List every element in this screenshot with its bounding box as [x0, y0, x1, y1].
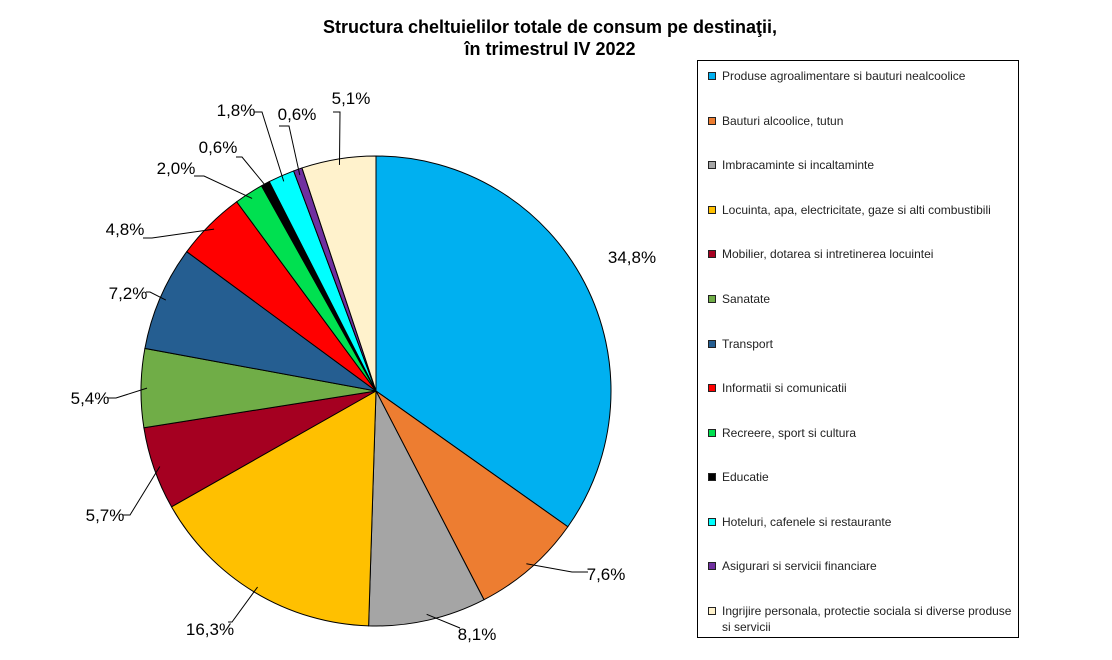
leader-line-8	[143, 228, 215, 239]
data-label-8: 4,8%	[106, 220, 145, 239]
pie-slice-3	[368, 389, 485, 627]
leader-line-6	[108, 387, 148, 399]
data-label-9: 2,0%	[157, 159, 196, 178]
data-label-4: 16,3%	[186, 620, 234, 639]
leader-line-2	[526, 563, 588, 573]
legend-item-6: Sanatate	[708, 291, 1014, 307]
legend: Produse agroalimentare si bauturi nealco…	[697, 60, 1019, 638]
legend-item-13: Ingrijire personala, protectie sociala s…	[708, 603, 1014, 635]
legend-swatch-9	[708, 429, 716, 437]
data-label-1: 34,8%	[608, 248, 656, 267]
legend-item-4: Locuinta, apa, electricitate, gaze si al…	[708, 202, 1014, 218]
pie-slice-13	[301, 155, 377, 392]
legend-label-1: Produse agroalimentare si bauturi nealco…	[722, 69, 966, 83]
pie-chart: 34,8%7,6%8,1%16,3%5,7%5,4%7,2%4,8%2,0%0,…	[71, 89, 656, 644]
legend-label-3: Imbracaminte si incaltaminte	[722, 158, 875, 172]
legend-swatch-11	[708, 518, 716, 526]
legend-swatch-7	[708, 340, 716, 348]
leader-line-12	[279, 125, 301, 176]
data-label-12: 0,6%	[278, 105, 317, 124]
leader-line-11	[254, 111, 285, 182]
legend-swatch-4	[708, 206, 716, 214]
leader-line-4	[228, 586, 258, 623]
legend-label-7: Transport	[722, 337, 773, 351]
data-label-7: 7,2%	[109, 284, 148, 303]
legend-label-4: Locuinta, apa, electricitate, gaze si al…	[722, 203, 991, 217]
leader-line-5	[123, 466, 161, 516]
data-label-10: 0,6%	[199, 138, 238, 157]
legend-swatch-6	[708, 295, 716, 303]
legend-item-8: Informatii si comunicatii	[708, 380, 1014, 396]
legend-swatch-1	[708, 72, 716, 80]
legend-item-9: Recreere, sport si cultura	[708, 425, 1014, 441]
leader-line-9	[194, 175, 253, 199]
legend-item-12: Asigurari si servicii financiare	[708, 558, 1014, 574]
pie-slice-1	[375, 155, 612, 528]
legend-swatch-12	[708, 562, 716, 570]
pie-slice-4	[170, 390, 377, 627]
legend-item-3: Imbracaminte si incaltaminte	[708, 157, 1014, 173]
legend-swatch-3	[708, 161, 716, 169]
leader-line-10	[236, 156, 269, 190]
legend-item-11: Hoteluri, cafenele si restaurante	[708, 514, 1014, 530]
legend-item-5: Mobilier, dotarea si intretinerea locuin…	[708, 246, 1014, 262]
legend-swatch-5	[708, 250, 716, 258]
legend-label-12: Asigurari si servicii financiare	[722, 559, 877, 573]
leader-line-3	[426, 613, 461, 629]
legend-swatch-8	[708, 384, 716, 392]
data-label-11: 1,8%	[217, 101, 256, 120]
legend-swatch-10	[708, 473, 716, 481]
chart-title-line2: în trimestrul IV 2022	[464, 39, 636, 59]
data-label-13: 5,1%	[332, 89, 371, 108]
legend-label-2: Bauturi alcoolice, tutun	[722, 114, 844, 128]
legend-item-7: Transport	[708, 336, 1014, 352]
chart-title: Structura cheltuielilor totale de consum…	[0, 16, 1100, 60]
legend-label-9: Recreere, sport si cultura	[722, 426, 857, 440]
leader-line-13	[333, 111, 341, 165]
legend-swatch-2	[708, 117, 716, 125]
data-label-2: 7,6%	[587, 565, 626, 584]
legend-label-13: Ingrijire personala, protectie sociala s…	[722, 604, 1012, 634]
data-label-3: 8,1%	[458, 625, 497, 644]
legend-label-11: Hoteluri, cafenele si restaurante	[722, 515, 892, 529]
legend-swatch-13	[708, 607, 716, 615]
legend-label-10: Educatie	[722, 470, 769, 484]
chart-title-line1: Structura cheltuielilor totale de consum…	[322, 17, 778, 37]
data-label-6: 5,4%	[71, 389, 110, 408]
leader-line-7	[146, 291, 167, 301]
legend-label-6: Sanatate	[722, 292, 771, 306]
legend-item-10: Educatie	[708, 469, 1014, 485]
legend-item-2: Bauturi alcoolice, tutun	[708, 113, 1014, 129]
data-label-5: 5,7%	[86, 506, 125, 525]
legend-label-5: Mobilier, dotarea si intretinerea locuin…	[722, 247, 934, 261]
legend-item-1: Produse agroalimentare si bauturi nealco…	[708, 68, 1014, 84]
pie-slice-2	[375, 390, 569, 601]
legend-label-8: Informatii si comunicatii	[722, 381, 847, 395]
